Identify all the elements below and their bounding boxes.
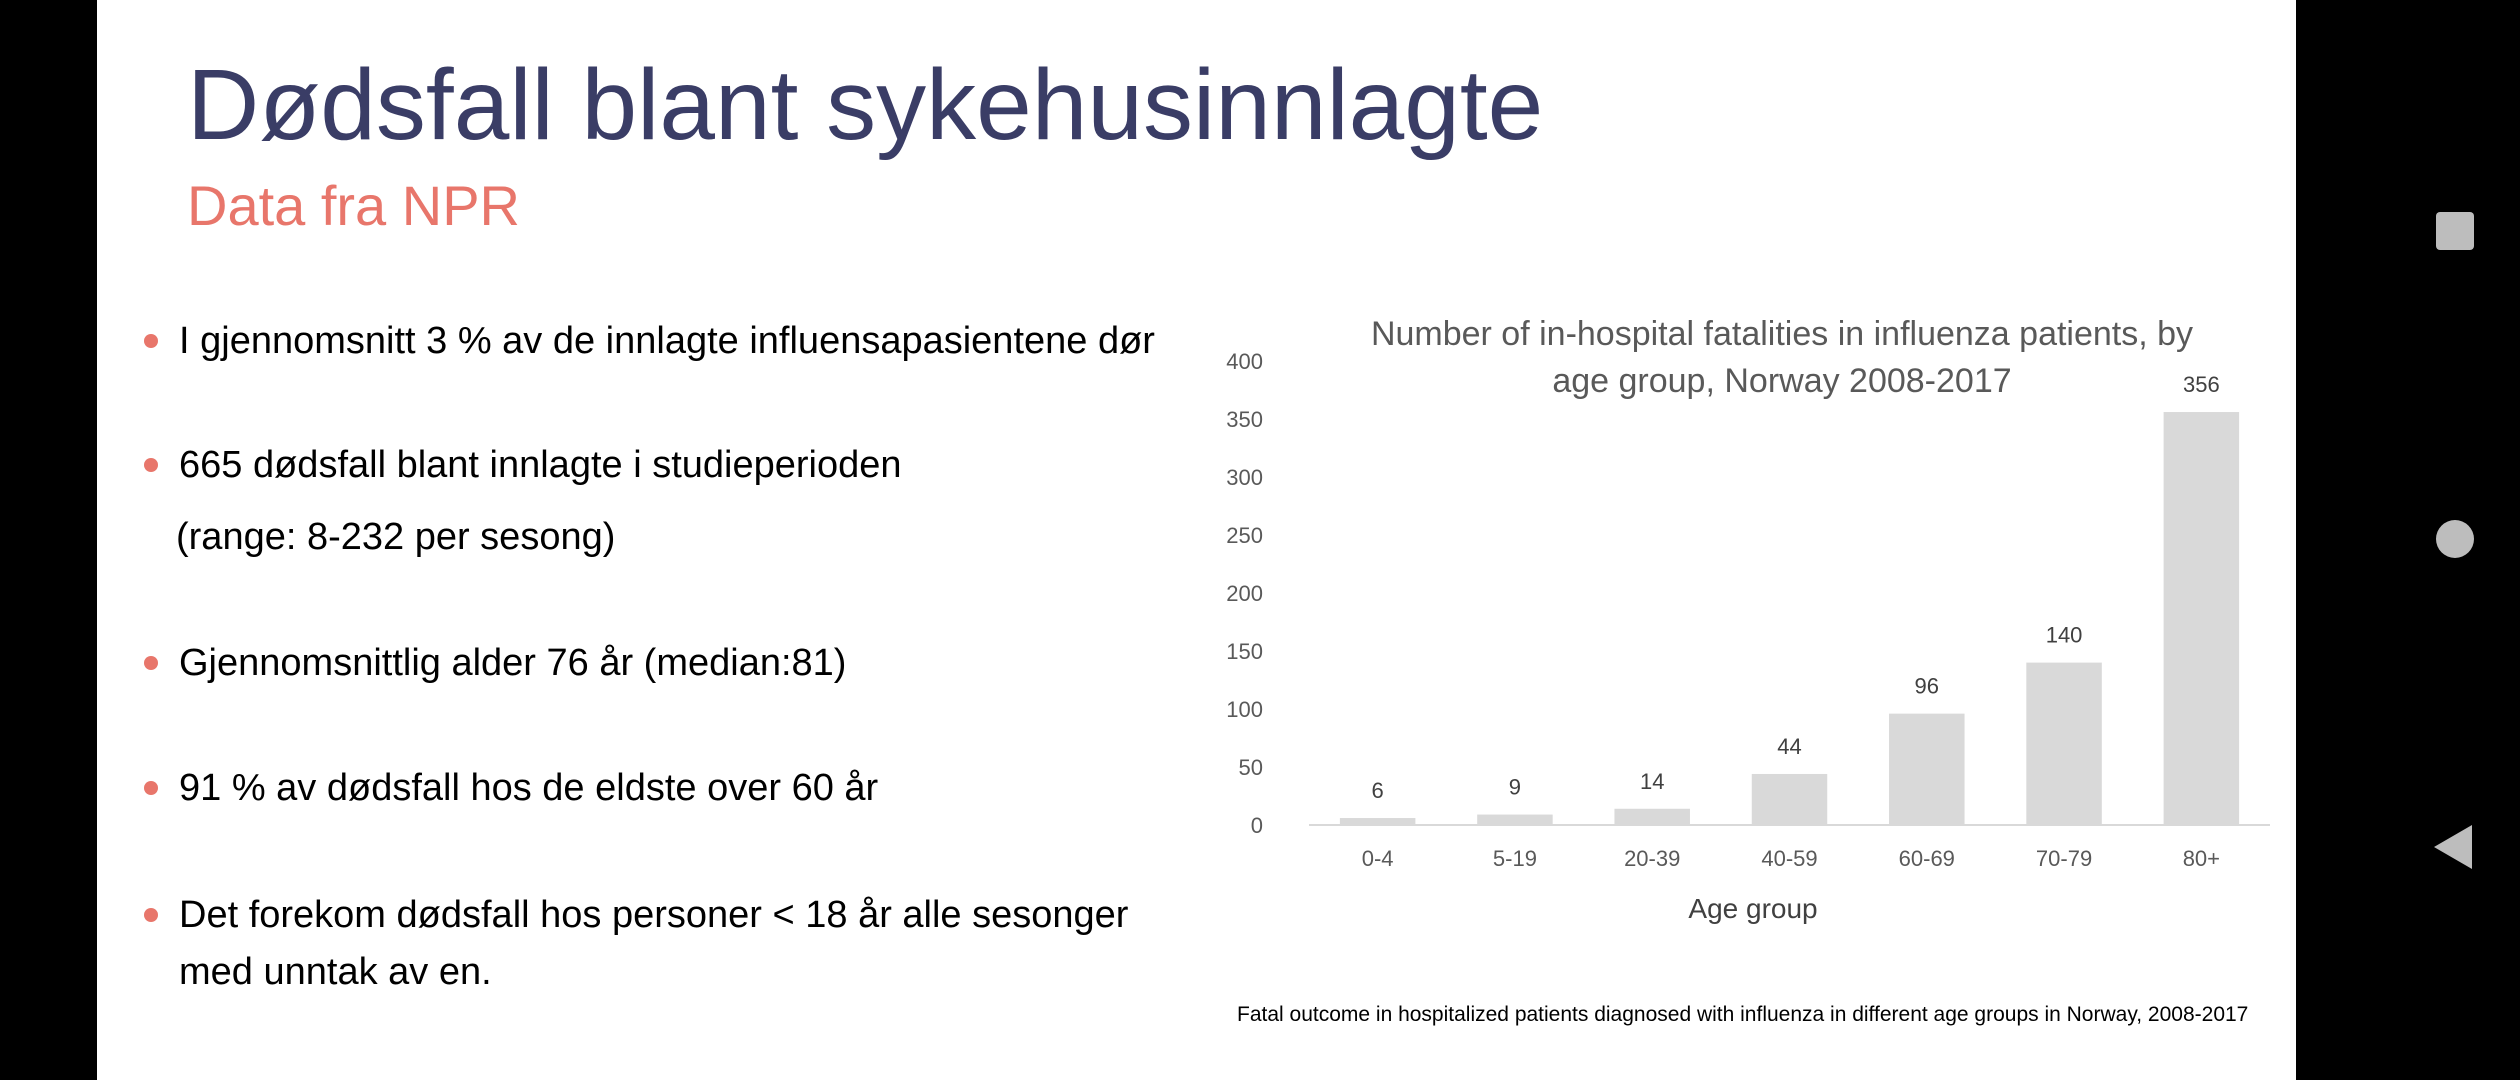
bar-60-69: [1889, 713, 1965, 825]
bullet-text: 665 dødsfall blant innlagte i studieperi…: [179, 444, 902, 486]
y-tick-label: 150: [1226, 639, 1263, 664]
bar-0-4: [1339, 818, 1416, 825]
y-tick-label: 0: [1251, 813, 1263, 838]
y-tick-label: 100: [1226, 697, 1263, 722]
home-circle-icon[interactable]: [2436, 520, 2474, 558]
bullet-dot-icon: [144, 458, 158, 472]
x-tick-label: 60-69: [1899, 846, 1955, 871]
y-tick-label: 400: [1226, 349, 1263, 374]
x-axis: 0-4 5-19 20-39 40-59 60-69 70-79 80+: [1362, 846, 2220, 871]
bullet-dot-icon: [144, 908, 158, 922]
chart-title-line: age group, Norway 2008-2017: [1552, 362, 2011, 400]
y-tick-label: 200: [1226, 581, 1263, 606]
x-tick-label: 40-59: [1761, 846, 1817, 871]
recents-square-icon[interactable]: [2436, 212, 2474, 250]
slide-title: Dødsfall blant sykehusinnlagte: [187, 49, 1544, 161]
bar-40-59: [1751, 773, 1828, 825]
data-label: 44: [1777, 734, 1801, 759]
y-tick-label: 50: [1239, 755, 1263, 780]
slide: Dødsfall blant sykehusinnlagte Data fra …: [97, 0, 2296, 1080]
bar-80+: [2163, 412, 2240, 825]
data-label: 140: [2046, 623, 2083, 648]
bar-5-19: [1477, 814, 1553, 825]
bars: [1339, 412, 2240, 825]
x-tick-label: 20-39: [1624, 846, 1680, 871]
data-label: 6: [1372, 778, 1384, 803]
data-label: 96: [1915, 674, 1939, 699]
y-tick-label: 350: [1226, 407, 1263, 432]
chart-title-line: Number of in-hospital fatalities in infl…: [1371, 315, 2193, 353]
x-tick-label: 0-4: [1362, 846, 1394, 871]
data-labels: 6 9 14 44 96 140 356: [1372, 372, 2220, 803]
x-tick-label: 70-79: [2036, 846, 2092, 871]
back-triangle-icon[interactable]: [2434, 825, 2472, 869]
bar-chart: Number of in-hospital fatalities in infl…: [1226, 315, 2270, 924]
bullet-text: I gjennomsnitt 3 % av de innlagte influe…: [179, 320, 1155, 362]
android-nav-bar: [2296, 0, 2520, 1080]
data-label: 9: [1509, 775, 1521, 800]
bullet-dot-icon: [144, 656, 158, 670]
bullet-dot-icon: [144, 781, 158, 795]
bullet-text: Det forekom dødsfall hos personer < 18 å…: [179, 894, 1129, 936]
x-tick-label: 80+: [2183, 846, 2220, 871]
bar-20-39: [1614, 808, 1690, 825]
bullet-text: 91 % av dødsfall hos de eldste over 60 å…: [179, 767, 879, 809]
data-label: 14: [1640, 769, 1664, 794]
chart-title: Number of in-hospital fatalities in infl…: [1371, 315, 2193, 400]
x-tick-label: 5-19: [1493, 846, 1537, 871]
bar-70-79: [2026, 662, 2102, 825]
slide-subtitle: Data fra NPR: [187, 174, 520, 237]
bullet-text: Gjennomsnittlig alder 76 år (median:81): [179, 642, 847, 684]
bullet-continuation: med unntak av en.: [179, 951, 492, 993]
x-axis-label: Age group: [1688, 893, 1817, 924]
bullet-continuation: (range: 8-232 per sesong): [176, 516, 616, 558]
y-tick-label: 300: [1226, 465, 1263, 490]
y-axis: 0 50 100 150 200 250 300 350 400: [1226, 349, 1263, 838]
data-label: 356: [2183, 372, 2220, 397]
y-tick-label: 250: [1226, 523, 1263, 548]
figure-caption: Fatal outcome in hospitalized patients d…: [1237, 1003, 2249, 1026]
bullet-dot-icon: [144, 334, 158, 348]
